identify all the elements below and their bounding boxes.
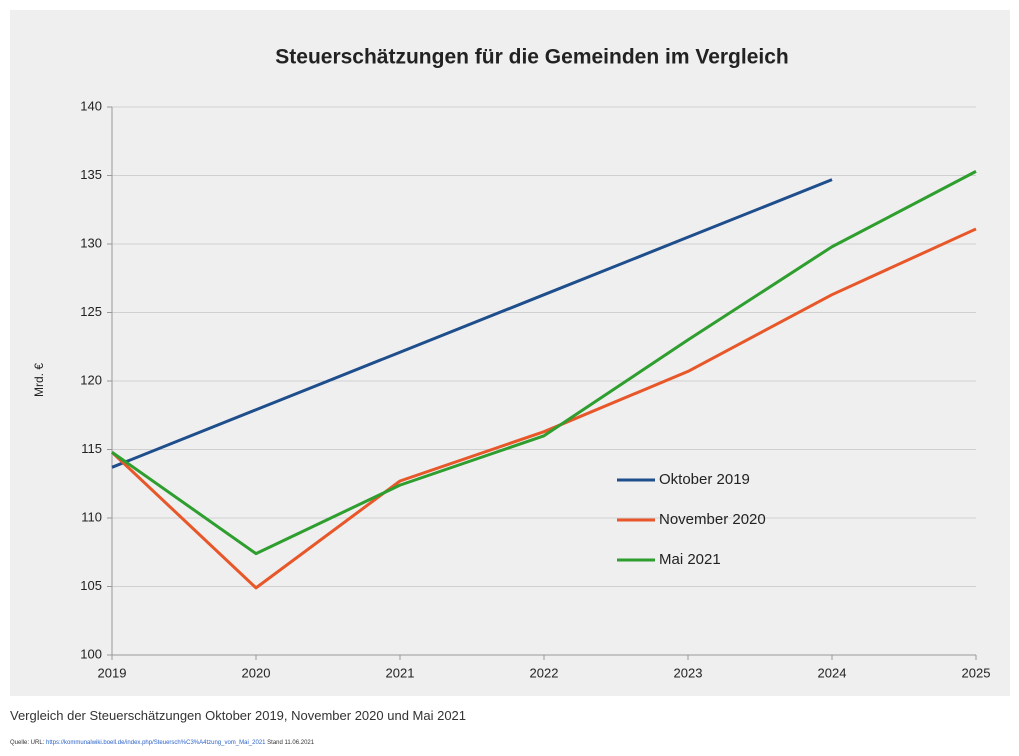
chart-background — [10, 10, 1010, 696]
x-tick-label: 2023 — [674, 665, 703, 680]
y-tick-label: 115 — [81, 441, 102, 456]
y-tick-label: 110 — [81, 509, 102, 524]
y-tick-label: 135 — [80, 167, 102, 182]
x-tick-label: 2021 — [386, 665, 415, 680]
x-tick-label: 2024 — [818, 665, 847, 680]
x-tick-label: 2025 — [962, 665, 991, 680]
source-link[interactable]: https://kommunalwiki.boell.de/index.php/… — [46, 740, 266, 746]
series-line — [111, 170, 977, 556]
x-tick-label: 2019 — [98, 665, 127, 680]
y-tick-label: 125 — [80, 304, 102, 319]
source: Quelle: URL: https://kommunalwiki.boell.… — [10, 740, 314, 746]
chart: Steuerschätzungen für die Gemeinden im V… — [10, 10, 1010, 696]
source-prefix: Quelle: URL: — [10, 740, 45, 746]
y-tick-label: 130 — [80, 235, 102, 250]
caption: Vergleich der Steuerschätzungen Oktober … — [10, 708, 467, 723]
y-tick-label: 100 — [80, 646, 102, 661]
legend-label: Oktober 2019 — [659, 471, 750, 488]
y-tick-label: 120 — [80, 372, 102, 387]
y-axis-label: Mrd. € — [32, 363, 46, 397]
y-tick-label: 105 — [80, 578, 102, 593]
x-tick-label: 2020 — [242, 665, 271, 680]
legend-label: November 2020 — [659, 511, 766, 528]
series-line — [110, 227, 977, 590]
chart-title: Steuerschätzungen für die Gemeinden im V… — [275, 46, 788, 69]
x-tick-label: 2022 — [530, 665, 559, 680]
source-date: Stand 11.06.2021 — [267, 740, 315, 746]
y-tick-label: 140 — [80, 98, 102, 113]
legend-label: Mai 2021 — [659, 551, 721, 568]
series-line — [111, 178, 833, 469]
